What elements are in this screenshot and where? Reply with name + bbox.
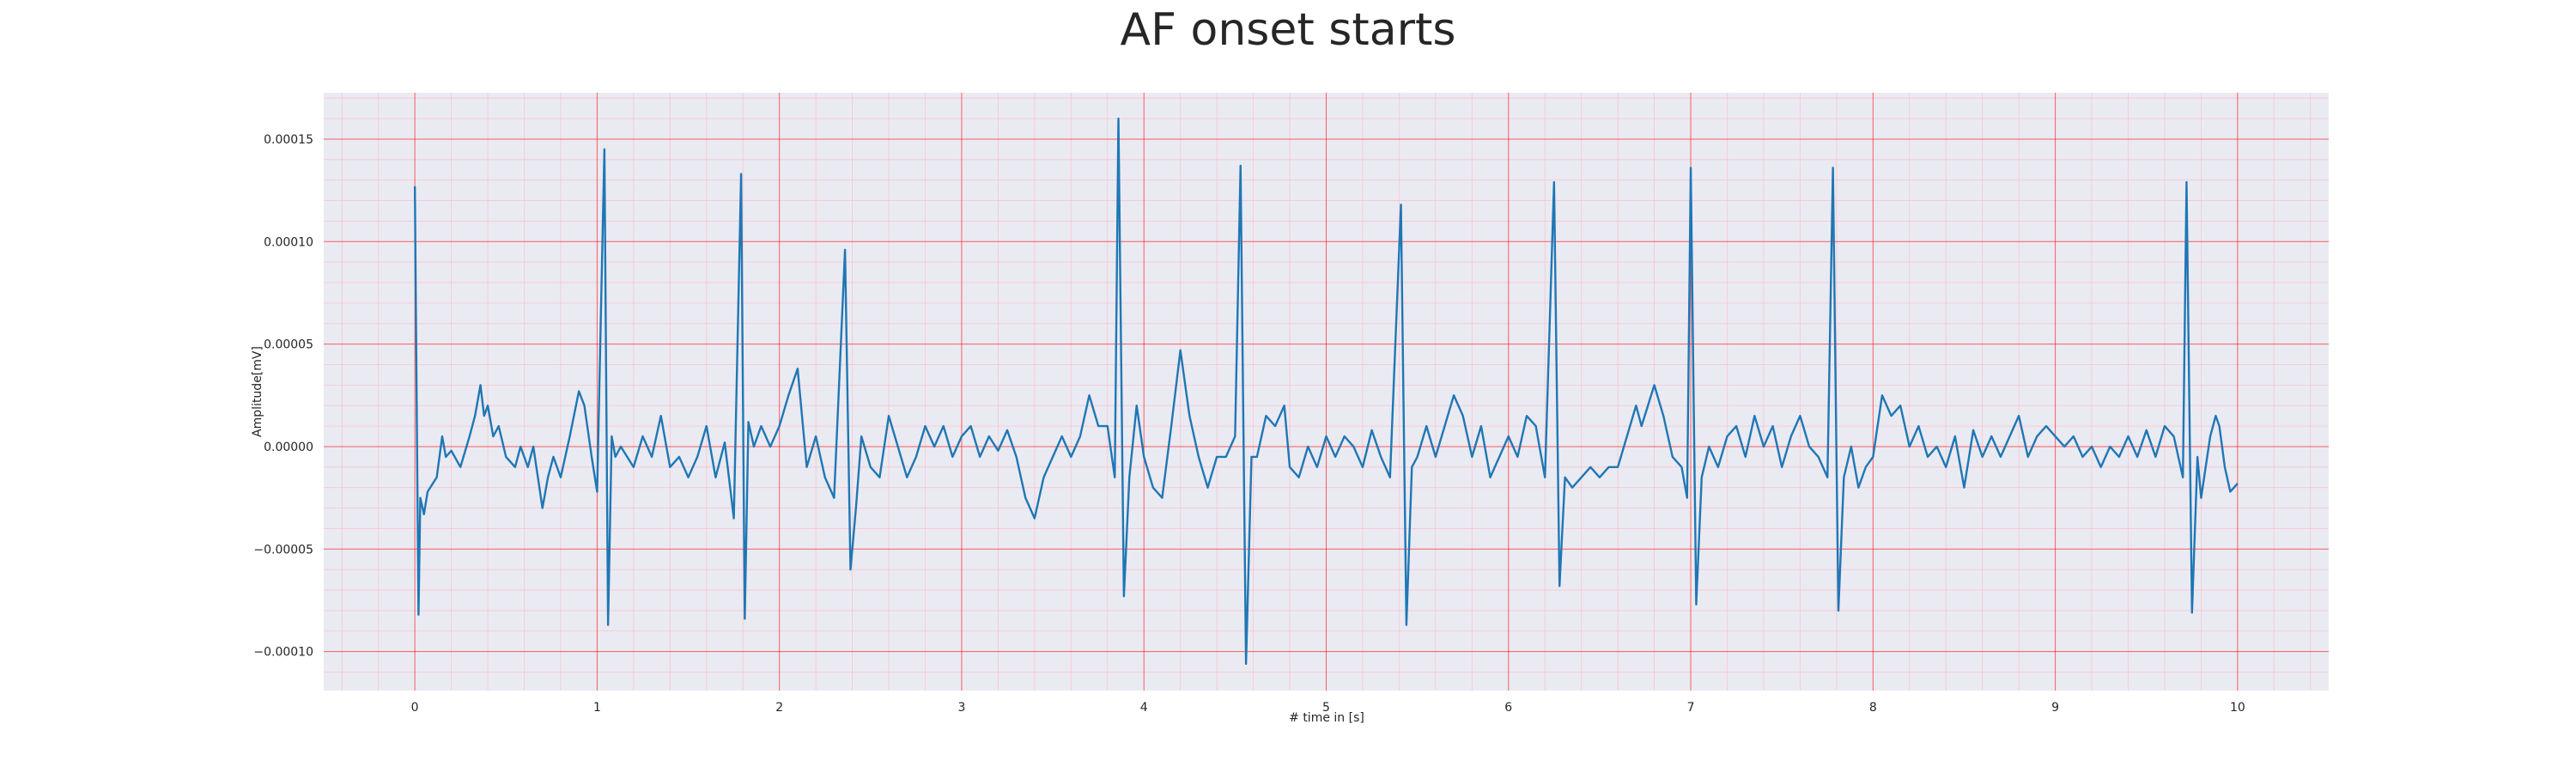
y-tick-label: 0.00005	[264, 338, 313, 352]
y-tick-label: 0.00010	[264, 235, 313, 249]
x-tick-label: 6	[1504, 701, 1512, 715]
x-tick-label: 10	[2230, 701, 2245, 715]
y-axis-label: Amplitude[mV]	[251, 346, 264, 437]
signal-line	[413, 117, 2239, 666]
y-tick-label: 0.00000	[264, 441, 313, 454]
x-tick-label: 3	[957, 701, 965, 715]
x-tick-label: 1	[593, 701, 601, 715]
x-tick-label: 4	[1140, 701, 1148, 715]
y-tick-label: 0.00015	[264, 133, 313, 147]
x-tick-label: 5	[1322, 701, 1330, 715]
x-tick-label: 9	[2051, 701, 2059, 715]
x-tick-label: 2	[775, 701, 783, 715]
x-tick-label: 0	[411, 701, 419, 715]
chart-title: AF onset starts	[1121, 4, 1456, 56]
x-tick-label: 7	[1687, 701, 1695, 715]
y-tick-label: −0.00005	[253, 543, 313, 557]
y-tick-label: −0.00010	[253, 646, 313, 660]
x-tick-label: 8	[1869, 701, 1877, 715]
x-axis-label: # time in [s]	[1289, 711, 1364, 725]
